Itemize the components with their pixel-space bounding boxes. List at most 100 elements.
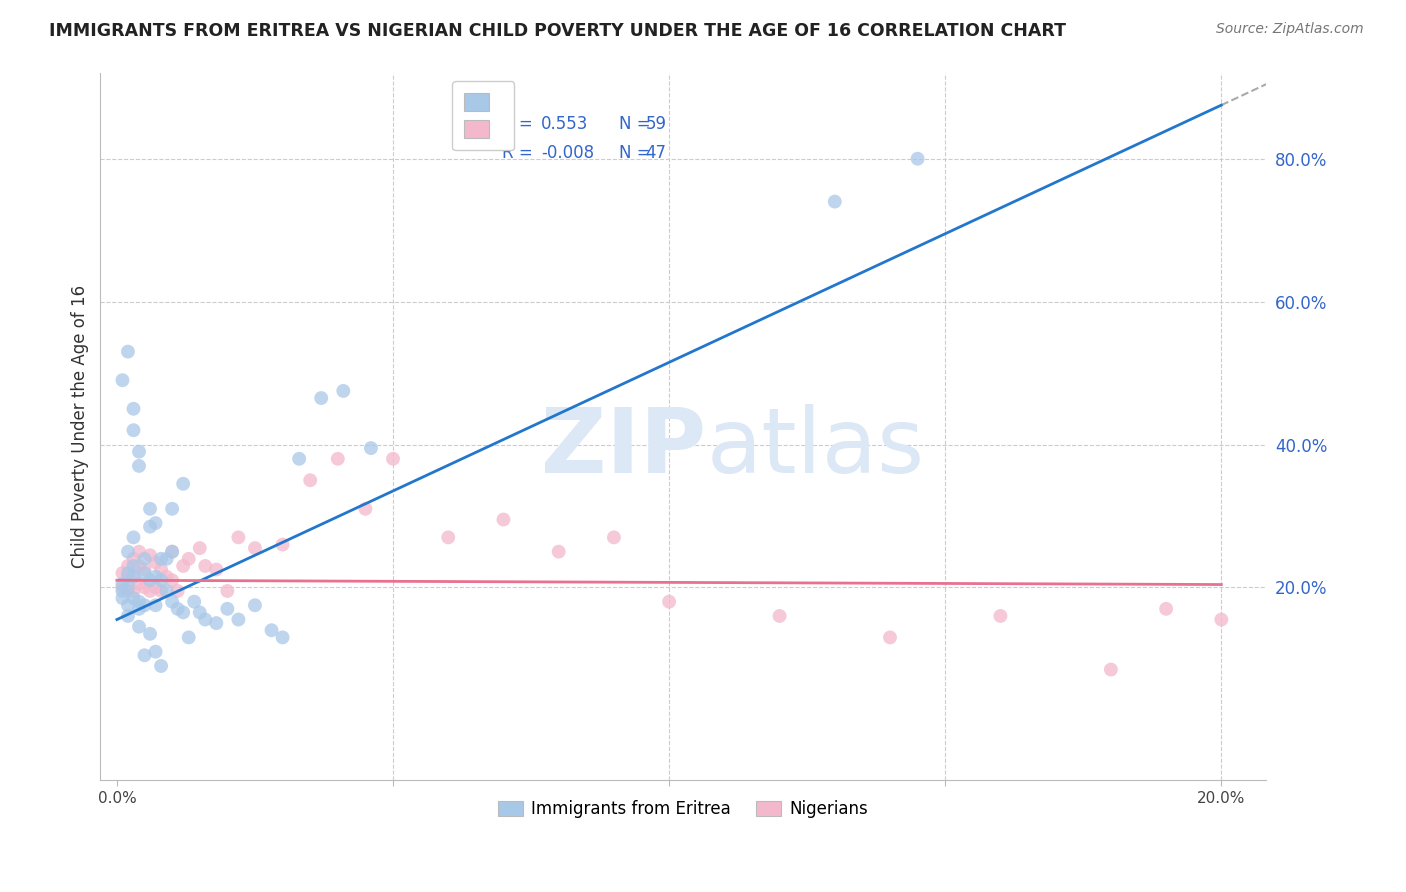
Point: [547, 544, 569, 558]
Point: [217, 584, 239, 599]
Point: [145, 569, 167, 583]
Text: Source: ZipAtlas.com: Source: ZipAtlas.com: [1216, 22, 1364, 37]
Point: [156, 551, 179, 566]
Point: [117, 609, 139, 624]
Point: [122, 569, 145, 583]
Point: [139, 574, 162, 588]
Point: [117, 566, 139, 580]
Point: [145, 555, 167, 569]
Point: [243, 541, 266, 555]
Point: [150, 574, 173, 588]
Point: [117, 581, 139, 595]
Point: [128, 577, 150, 591]
Point: [128, 595, 150, 609]
Point: [111, 577, 134, 591]
Point: [360, 441, 382, 455]
Text: 47: 47: [645, 144, 666, 162]
Point: [172, 606, 194, 620]
Point: [172, 558, 194, 573]
Point: [111, 566, 134, 580]
Point: [128, 602, 150, 616]
Point: [122, 551, 145, 566]
Point: [128, 620, 150, 634]
Point: [205, 562, 228, 576]
Point: [122, 558, 145, 573]
Point: [122, 584, 145, 599]
Point: [139, 548, 162, 562]
Point: [134, 599, 156, 613]
Point: [117, 584, 139, 599]
Point: [150, 584, 173, 599]
Point: [354, 501, 377, 516]
Point: [288, 451, 311, 466]
Point: [166, 602, 188, 616]
Point: [1211, 613, 1233, 627]
Point: [326, 451, 349, 466]
Point: [122, 401, 145, 416]
Point: [145, 516, 167, 530]
Point: [382, 451, 405, 466]
Point: [134, 581, 156, 595]
Point: [145, 599, 167, 613]
Point: [332, 384, 354, 398]
Point: [111, 584, 134, 599]
Point: [1154, 602, 1177, 616]
Point: [271, 631, 294, 645]
Point: [160, 574, 183, 588]
Point: [150, 551, 173, 566]
Point: [228, 530, 250, 544]
Point: [134, 551, 156, 566]
Point: [111, 373, 134, 387]
Text: R =: R =: [502, 144, 533, 162]
Point: [228, 613, 250, 627]
Point: [122, 423, 145, 437]
Point: [437, 530, 460, 544]
Point: [117, 544, 139, 558]
Point: [122, 591, 145, 606]
Point: [205, 616, 228, 631]
Point: [768, 609, 790, 624]
Point: [188, 541, 211, 555]
Point: [111, 581, 134, 595]
Point: [160, 501, 183, 516]
Text: atlas: atlas: [706, 404, 924, 491]
Point: [160, 544, 183, 558]
Point: [990, 609, 1012, 624]
Point: [166, 584, 188, 599]
Point: [243, 599, 266, 613]
Point: [492, 512, 515, 526]
Point: [139, 627, 162, 641]
Point: [194, 613, 217, 627]
Point: [260, 624, 283, 638]
Point: [150, 562, 173, 576]
Point: [160, 544, 183, 558]
Point: [907, 152, 929, 166]
Point: [128, 458, 150, 473]
Text: N =: N =: [619, 144, 651, 162]
Text: IMMIGRANTS FROM ERITREA VS NIGERIAN CHILD POVERTY UNDER THE AGE OF 16 CORRELATIO: IMMIGRANTS FROM ERITREA VS NIGERIAN CHIL…: [49, 22, 1066, 40]
Point: [122, 530, 145, 544]
Point: [177, 631, 200, 645]
Point: [134, 648, 156, 663]
Text: R =: R =: [502, 115, 533, 133]
Point: [824, 194, 846, 209]
Point: [117, 599, 139, 613]
Point: [145, 645, 167, 659]
Point: [156, 584, 179, 599]
Point: [271, 537, 294, 551]
Point: [122, 569, 145, 583]
Point: [188, 606, 211, 620]
Text: 59: 59: [645, 115, 666, 133]
Point: [134, 566, 156, 580]
Point: [139, 519, 162, 533]
Text: 0.553: 0.553: [541, 115, 588, 133]
Point: [139, 584, 162, 599]
Point: [117, 569, 139, 583]
Point: [145, 581, 167, 595]
Point: [183, 595, 205, 609]
Point: [299, 473, 322, 487]
Point: [111, 591, 134, 606]
Point: [160, 595, 183, 609]
Point: [177, 551, 200, 566]
Point: [134, 562, 156, 576]
